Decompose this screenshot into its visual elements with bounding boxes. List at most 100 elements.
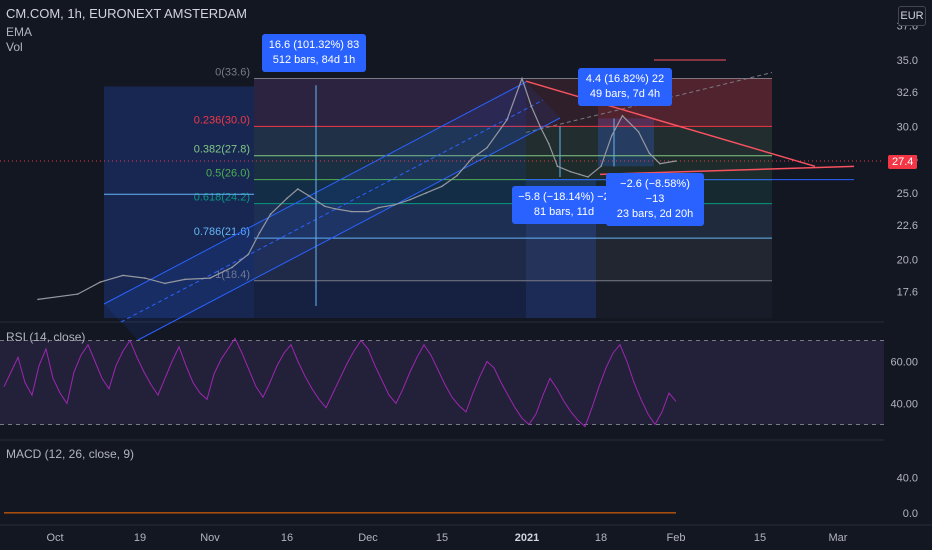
price-point (610, 134, 613, 137)
price-point (506, 118, 508, 121)
current-price-tag: 27.4 (888, 155, 918, 169)
price-axis-tick: 20.0 (897, 254, 918, 266)
fib-level-label: 0.786(21.6) (194, 226, 250, 238)
symbol-title: CM.COM, 1h, EURONEXT AMSTERDAM (6, 6, 248, 21)
price-axis-tick: 22.6 (897, 220, 918, 232)
price-point (578, 173, 581, 176)
price-point (587, 176, 589, 178)
measure-line2: 23 bars, 2d 20h (616, 208, 694, 220)
date-range-block (254, 78, 526, 319)
price-axis-tick: 37.6 (897, 20, 918, 32)
price-point (334, 208, 337, 210)
time-axis-tick: Dec (358, 532, 378, 544)
price-point (521, 77, 523, 80)
macd-axis-tick: 40.0 (897, 472, 918, 484)
trend-line (599, 165, 855, 176)
price-point (675, 160, 677, 162)
fib-zone (254, 238, 772, 281)
price-axis-tick: 17.6 (897, 286, 918, 298)
rsi-band-zone (0, 340, 884, 425)
price-point (122, 274, 124, 277)
price-point (600, 165, 602, 168)
price-point (99, 281, 102, 283)
fib-level-label: 0(33.6) (215, 67, 250, 79)
price-point (377, 206, 380, 209)
channel-mid-line (120, 99, 544, 323)
price-point (393, 204, 396, 206)
price-point (648, 152, 651, 154)
price-point (209, 277, 211, 279)
rsi-label[interactable]: RSI (14, close) (6, 330, 86, 344)
measure-line1: 4.4 (16.82%) 22 (585, 73, 665, 85)
price-point (409, 198, 412, 201)
price-point (556, 165, 559, 168)
rsi-axis-tick: 40.00 (890, 399, 918, 411)
price-point (231, 266, 233, 269)
price-point (441, 185, 443, 188)
price-point (164, 282, 166, 285)
price-point (456, 174, 458, 177)
price-point (621, 114, 624, 117)
price-point (184, 278, 186, 281)
time-axis-tick: 15 (436, 532, 448, 544)
price-axis-tick: 30.0 (897, 121, 918, 133)
time-axis-tick: 15 (754, 532, 766, 544)
price-axis-tick: 25.0 (897, 188, 918, 200)
measure-tooltip-drop[interactable]: −5.8 (−18.14%) −2 81 bars, 11d (512, 186, 616, 224)
price-axis-tick: 35.0 (897, 55, 918, 67)
price-point (425, 192, 427, 194)
time-axis-tick: 18 (595, 532, 607, 544)
macd-label[interactable]: MACD (12, 26, close, 9) (6, 447, 135, 461)
price-point (569, 170, 572, 173)
fib-level-label: 0.618(24.2) (194, 192, 250, 204)
vol-label[interactable]: Vol (6, 40, 23, 54)
channel-line (103, 81, 527, 305)
channel-line (137, 117, 561, 341)
measure-line1: −2.6 (−8.58%) −13 (620, 178, 690, 205)
price-point (324, 205, 326, 208)
price-point (144, 277, 146, 279)
time-axis-tick: Nov (200, 532, 220, 544)
ema-label[interactable]: EMA (6, 25, 33, 39)
time-axis-tick: 2021 (515, 532, 539, 544)
price-point (247, 253, 250, 255)
time-axis-tick: Mar (829, 532, 848, 544)
price-point (547, 142, 550, 145)
price-point (486, 146, 488, 149)
fib-zone (254, 126, 772, 156)
measure-tooltip-main[interactable]: 16.6 (101.32%) 83 512 bars, 84d 1h (262, 34, 366, 72)
measure-line2: 49 bars, 7d 4h (589, 88, 661, 100)
time-axis-tick: Oct (46, 532, 63, 544)
measure-line1: −5.8 (−18.14%) −2 (518, 191, 610, 203)
price-point (351, 210, 353, 213)
rsi-axis-tick: 60.00 (890, 357, 918, 369)
measure-line1: 16.6 (101.32%) 83 (268, 39, 360, 51)
price-point (286, 197, 288, 200)
time-axis-tick: Feb (667, 532, 686, 544)
fib-level-label: 0.382(27.8) (194, 144, 250, 156)
fib-level-label: 0.5(26.0) (206, 168, 250, 180)
price-point (297, 188, 299, 190)
date-range-block (104, 86, 254, 319)
fib-level-label: 0.236(30.0) (194, 114, 250, 126)
measure-tooltip-late[interactable]: −2.6 (−8.58%) −13 23 bars, 2d 20h (606, 173, 704, 226)
price-point (471, 157, 473, 160)
time-axis-tick: 19 (134, 532, 146, 544)
price-point (659, 162, 661, 165)
price-point (269, 213, 272, 216)
measure-line2: 512 bars, 84d 1h (272, 54, 356, 66)
price-point (367, 210, 369, 213)
currency-badge[interactable]: EUR (898, 6, 926, 26)
rsi-line (3, 337, 677, 428)
price-axis-tick: 32.6 (897, 87, 918, 99)
price-point (637, 130, 640, 133)
time-axis-tick: 16 (281, 532, 293, 544)
measure-tooltip-peak[interactable]: 4.4 (16.82%) 22 49 bars, 7d 4h (578, 68, 672, 106)
price-point (307, 194, 310, 197)
price-point (530, 105, 533, 108)
measure-line2: 81 bars, 11d (533, 206, 595, 218)
price-point (76, 293, 79, 295)
trend-line (525, 80, 816, 168)
